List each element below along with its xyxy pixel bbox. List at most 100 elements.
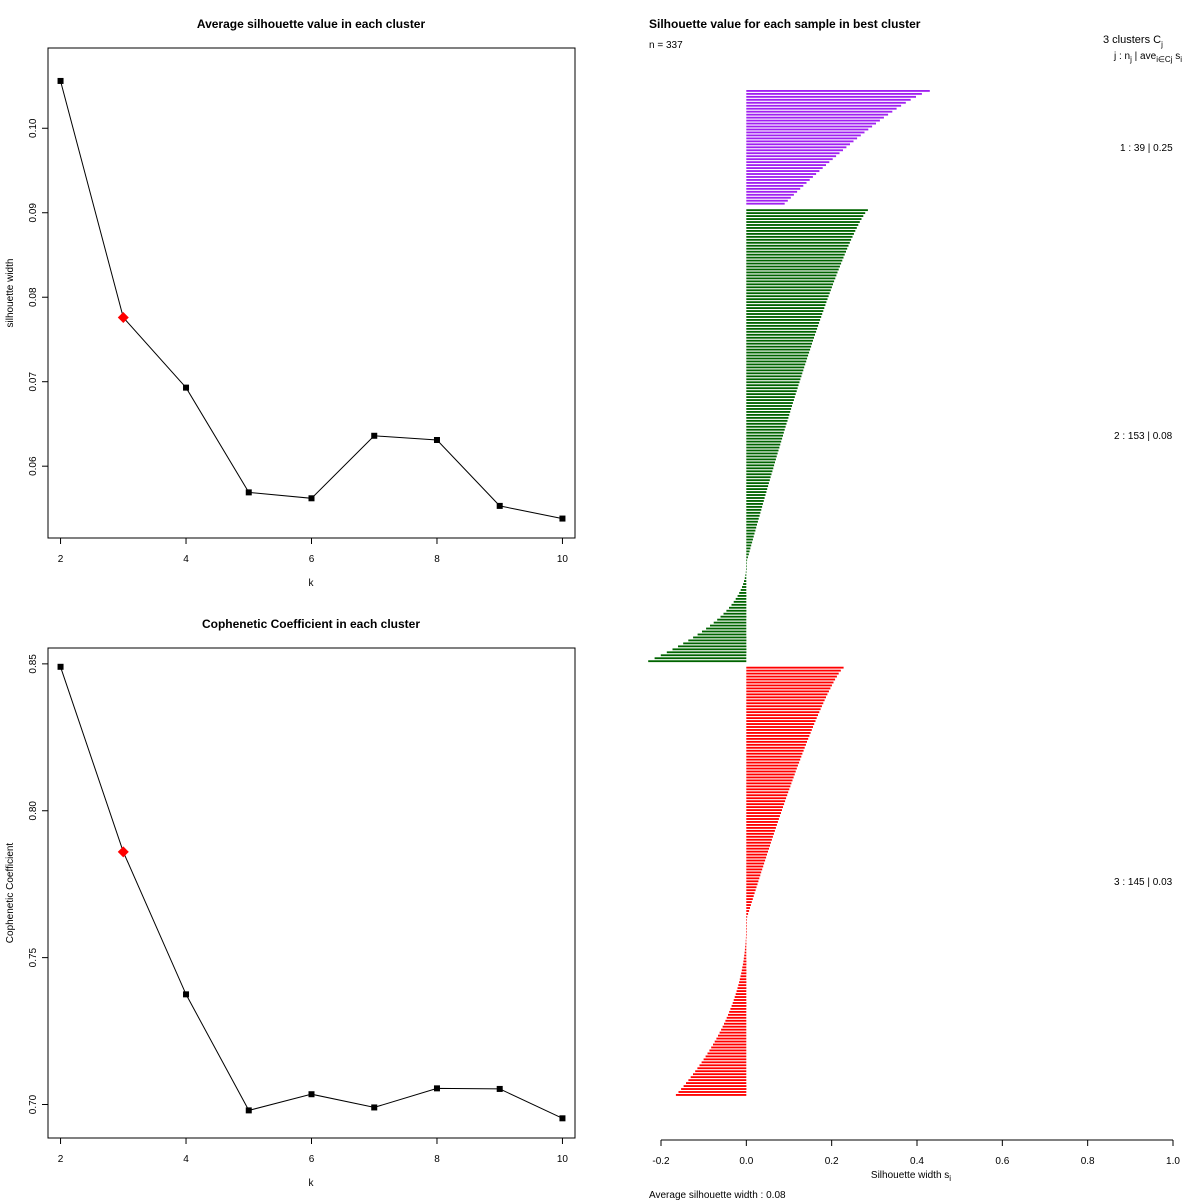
avg-silhouette-best-k-point (117, 312, 129, 323)
cluster-2-sample-bar (746, 259, 843, 262)
cluster-3-sample-bar (746, 815, 780, 817)
avg-silhouette-data-point (433, 437, 440, 443)
cluster-2-sample-bar (746, 452, 778, 455)
avg-silhouette-y-tick-label: 0.09 (28, 203, 39, 223)
legend-header-sub: j (1160, 40, 1163, 49)
silhouette-xlabel: Silhouette width si (871, 1170, 951, 1183)
cluster-1-sample-bar (746, 116, 884, 119)
cluster-3-sample-bar (746, 877, 760, 880)
avg-silhouette-data-point (183, 384, 190, 391)
cluster-3-sample-bar (709, 1049, 747, 1052)
cluster-2-sample-bar (746, 253, 845, 256)
cluster-1-sample-bar (746, 122, 876, 125)
cluster-3-sample-bar (746, 883, 758, 886)
cluster-3-sample-bar (746, 886, 757, 889)
cluster-2-sample-bar (746, 399, 794, 401)
cluster-1-sample-bar (746, 128, 869, 131)
cophenetic-y-tick-label: 0.85 (28, 654, 39, 674)
cluster-3-sample-bar (746, 826, 776, 829)
cluster-2-sample-bar (746, 396, 795, 399)
cluster-2-sample-bar (746, 455, 777, 458)
cluster-2-sample-bar (746, 298, 828, 301)
avg-silhouette-data-point (496, 502, 503, 509)
cluster-2-sample-bar (746, 550, 750, 553)
cluster-3-sample-bar (746, 785, 791, 788)
cluster-1-sample-bar (746, 167, 823, 169)
cluster-3-label: 3 : 145 | 0.03 (1114, 877, 1173, 888)
cluster-2-sample-bar (745, 574, 747, 577)
cluster-3-sample-bar (743, 960, 747, 963)
cluster-3-sample-bar (703, 1058, 747, 1061)
cluster-3-sample-bar (740, 975, 747, 978)
cluster-3-sample-bar (746, 761, 800, 764)
cluster-1-sample-bar (746, 179, 810, 181)
cluster-1-sample-bar (746, 95, 916, 98)
cluster-3-sample-bar (690, 1076, 747, 1079)
silhouette-xlabel-text: Silhouette width s (871, 1170, 949, 1181)
cluster-1-sample-bar (746, 90, 930, 92)
cluster-2-label: 2 : 153 | 0.08 (1114, 431, 1173, 442)
cluster-3-sample-bar (746, 746, 805, 749)
cluster-3-sample-bar (746, 729, 812, 731)
cluster-2-sample-bar (746, 283, 833, 286)
cluster-2-sample-bar (746, 467, 774, 470)
cluster-3-sample-bar (742, 966, 747, 969)
cluster-2-sample-bar (746, 434, 783, 437)
cluster-1-sample-bar (746, 155, 837, 158)
cluster-3-sample-bar (686, 1082, 747, 1084)
cluster-1-sample-bar (746, 176, 813, 178)
cluster-2-sample-bar (666, 651, 747, 654)
cluster-2-sample-bar (744, 580, 747, 582)
avg-silhouette-y-tick-label: 0.08 (28, 287, 39, 307)
cluster-2-sample-bar (746, 559, 748, 562)
cluster-2-sample-bar (745, 571, 747, 574)
cluster-2-sample-bar (746, 342, 812, 345)
avg-silhouette-xlabel: k (309, 578, 315, 589)
cluster-3-sample-bar (746, 874, 761, 877)
cluster-2-sample-bar (746, 517, 759, 520)
cophenetic-chart: Cophenetic Coefficient in each cluster k… (5, 617, 576, 1189)
cluster-3-sample-bar (746, 696, 826, 699)
legend-subheader-text: j : n (1113, 51, 1130, 62)
cluster-3-sample-bar (744, 948, 747, 951)
cluster-2-sample-bar (746, 351, 810, 354)
cluster-1-sample-bar (746, 196, 791, 199)
cluster-2-sample-bar (746, 526, 757, 529)
cluster-2-sample-bar (746, 458, 776, 461)
cluster-2-sample-bar (739, 592, 747, 594)
cluster-3-sample-bar (746, 918, 747, 921)
avg-silhouette-y-tick-label: 0.10 (28, 118, 39, 138)
cluster-2-sample-bar (746, 419, 788, 422)
avg-silhouette-y-tick-label: 0.06 (28, 456, 39, 476)
cluster-1-sample-bar (746, 131, 865, 134)
cluster-3-sample-bar (707, 1052, 747, 1055)
silhouette-x-tick-label: 1.0 (1166, 1156, 1180, 1167)
cophenetic-x-tick-label: 2 (58, 1154, 64, 1165)
cluster-2-sample-bar (746, 313, 823, 315)
cluster-1-sample-bar (746, 92, 922, 95)
cluster-2-sample-bar (746, 508, 762, 511)
cluster-3-sample-bar (746, 752, 803, 755)
cluster-3-sample-bar (746, 901, 752, 903)
cluster-3-sample-bar (746, 910, 750, 912)
avg-silhouette-data-point (371, 432, 378, 439)
cluster-3-sample-bar (746, 681, 834, 684)
cophenetic-data-point (433, 1085, 440, 1092)
cluster-2-sample-bar (726, 609, 747, 612)
cluster-2-sample-bar (746, 479, 770, 482)
cluster-2-sample-bar (737, 594, 747, 597)
cluster-3-sample-bar (746, 853, 767, 856)
cluster-2-sample-bar (746, 565, 747, 568)
cluster-3-sample-bar (746, 838, 772, 841)
cluster-3-sample-bar (746, 907, 750, 909)
cluster-3-sample-bar (746, 850, 768, 853)
cluster-2-sample-bar (746, 357, 808, 360)
cluster-3-sample-bar (746, 865, 764, 868)
cluster-3-sample-bar (746, 720, 816, 722)
cluster-2-sample-bar (746, 384, 799, 387)
cluster-2-sample-bar (746, 411, 791, 413)
cluster-1-sample-bar (746, 107, 897, 110)
cluster-1-sample-bar (746, 181, 807, 184)
cluster-2-sample-bar (746, 321, 820, 324)
cluster-3-sample-bar (746, 841, 771, 844)
